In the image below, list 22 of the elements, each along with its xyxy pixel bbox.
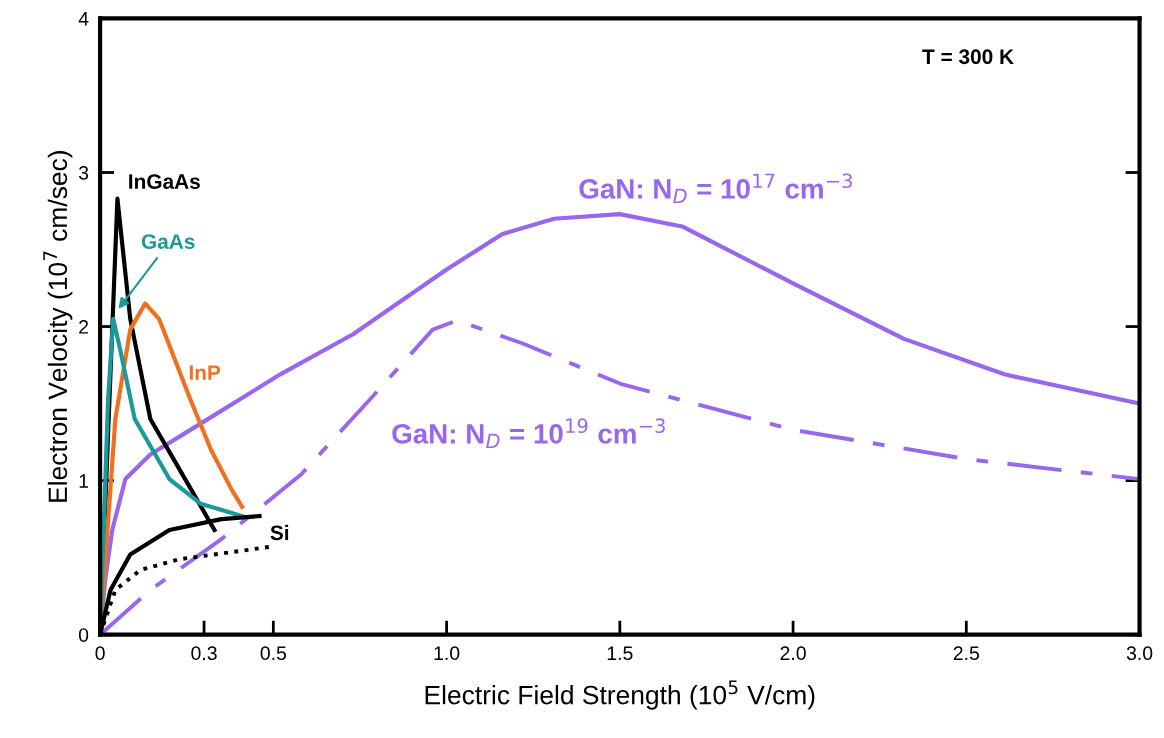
x-tick-label: 2.0 <box>780 646 806 661</box>
x-tick-label: 3.0 <box>1126 646 1153 661</box>
y-tick-label: 4 <box>78 12 89 26</box>
x-tick-label: 1.5 <box>607 646 633 661</box>
y-tick-label: 2 <box>79 320 89 334</box>
annotation: T = 300 K <box>922 49 1014 65</box>
series-label: InP <box>189 365 221 380</box>
series-label: Si <box>270 524 289 541</box>
x-tick-label: 0 <box>95 646 105 661</box>
x-tick-label: 0.3 <box>191 646 217 661</box>
y-tick-label: 1 <box>79 474 89 488</box>
series-label: InGaAs <box>129 174 200 189</box>
x-tick-label: 1.0 <box>434 646 460 661</box>
series-label: GaN: N$_{D}$ = 10$^{17}$ cm$^{−3}$ <box>579 173 852 204</box>
x-tick-label: 2.5 <box>953 646 980 661</box>
series-label: GaN: N$_{D}$ = 10$^{19}$ cm$^{−3}$ <box>392 418 665 448</box>
y-axis-title: Electron Velocity (10$^{7}$ cm/sec) <box>43 151 73 502</box>
y-tick-label: 3 <box>78 165 89 180</box>
text: GaAs <box>141 234 195 249</box>
x-tick-label: 0.5 <box>260 646 287 661</box>
y-tick-label: 0 <box>78 628 89 642</box>
x-axis-title: Electric Field Strength (10$^{5}$ V/cm) <box>425 680 815 710</box>
